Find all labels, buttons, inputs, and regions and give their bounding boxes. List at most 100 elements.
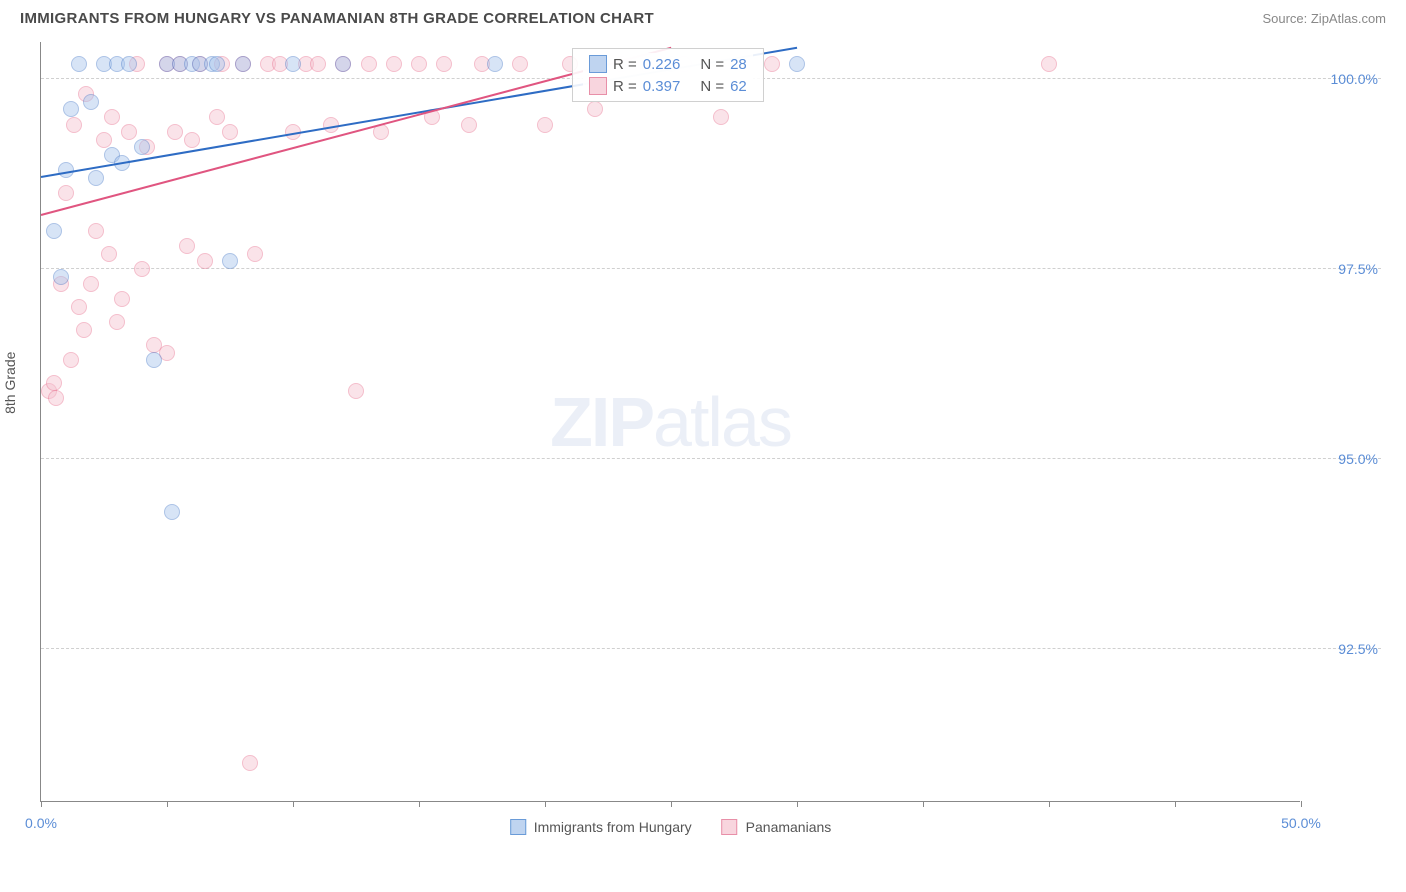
legend-r-value: 0.226: [643, 56, 681, 73]
scatter-point: [109, 314, 125, 330]
chart-header: IMMIGRANTS FROM HUNGARY VS PANAMANIAN 8T…: [0, 0, 1406, 35]
legend-label: Immigrants from Hungary: [534, 819, 692, 835]
scatter-point: [96, 132, 112, 148]
x-tick: [167, 801, 168, 807]
scatter-point: [83, 276, 99, 292]
x-tick: [419, 801, 420, 807]
scatter-point: [179, 238, 195, 254]
legend-item: Panamanians: [722, 819, 832, 835]
legend-swatch: [589, 77, 607, 95]
x-tick: [1049, 801, 1050, 807]
scatter-point: [587, 101, 603, 117]
scatter-point: [146, 352, 162, 368]
scatter-point: [58, 185, 74, 201]
scatter-point: [71, 299, 87, 315]
scatter-point: [285, 56, 301, 72]
chart-source: Source: ZipAtlas.com: [1262, 11, 1386, 26]
x-tick: [923, 801, 924, 807]
scatter-point: [88, 223, 104, 239]
scatter-point: [386, 56, 402, 72]
scatter-point: [487, 56, 503, 72]
gridline: [41, 648, 1381, 649]
scatter-point: [63, 352, 79, 368]
legend-n-value: 62: [730, 78, 747, 95]
scatter-point: [53, 269, 69, 285]
scatter-point: [789, 56, 805, 72]
legend-label: Panamanians: [746, 819, 832, 835]
scatter-point: [66, 117, 82, 133]
x-tick-label: 50.0%: [1281, 815, 1321, 831]
legend-r-label: R =: [613, 78, 637, 95]
scatter-point: [46, 223, 62, 239]
scatter-point: [247, 246, 263, 262]
scatter-point: [335, 56, 351, 72]
scatter-point: [361, 56, 377, 72]
legend-swatch: [510, 819, 526, 835]
scatter-point: [101, 246, 117, 262]
legend-n-value: 28: [730, 56, 747, 73]
scatter-point: [63, 101, 79, 117]
chart-container: 8th Grade ZIPatlas 92.5%95.0%97.5%100.0%…: [40, 42, 1380, 832]
scatter-point: [348, 383, 364, 399]
scatter-point: [242, 755, 258, 771]
scatter-point: [209, 56, 225, 72]
scatter-point: [209, 109, 225, 125]
series-legend: Immigrants from Hungary Panamanians: [510, 819, 832, 835]
scatter-point: [764, 56, 780, 72]
legend-n-label: N =: [700, 78, 724, 95]
gridline: [41, 268, 1381, 269]
y-tick-label: 100.0%: [1318, 71, 1378, 87]
correlation-legend: R = 0.226 N = 28 R = 0.397 N = 62: [572, 48, 764, 102]
x-tick: [671, 801, 672, 807]
scatter-point: [184, 132, 200, 148]
scatter-point: [167, 124, 183, 140]
scatter-point: [134, 139, 150, 155]
y-axis-label: 8th Grade: [2, 352, 18, 414]
legend-swatch: [589, 55, 607, 73]
scatter-point: [222, 253, 238, 269]
scatter-point: [310, 56, 326, 72]
x-tick: [797, 801, 798, 807]
scatter-point: [76, 322, 92, 338]
y-tick-label: 92.5%: [1318, 641, 1378, 657]
scatter-point: [88, 170, 104, 186]
legend-swatch: [722, 819, 738, 835]
scatter-point: [48, 390, 64, 406]
scatter-point: [1041, 56, 1057, 72]
plot-area: ZIPatlas 92.5%95.0%97.5%100.0%0.0%50.0%R…: [40, 42, 1300, 802]
scatter-point: [512, 56, 528, 72]
scatter-point: [83, 94, 99, 110]
gridline: [41, 458, 1381, 459]
y-tick-label: 97.5%: [1318, 261, 1378, 277]
x-tick: [1175, 801, 1176, 807]
legend-r-value: 0.397: [643, 78, 681, 95]
x-tick: [41, 801, 42, 807]
scatter-point: [411, 56, 427, 72]
legend-item: Immigrants from Hungary: [510, 819, 692, 835]
scatter-point: [235, 56, 251, 72]
scatter-point: [713, 109, 729, 125]
scatter-point: [461, 117, 477, 133]
y-tick-label: 95.0%: [1318, 451, 1378, 467]
legend-row: R = 0.226 N = 28: [583, 53, 753, 75]
legend-row: R = 0.397 N = 62: [583, 75, 753, 97]
scatter-point: [46, 375, 62, 391]
x-tick: [545, 801, 546, 807]
scatter-point: [71, 56, 87, 72]
scatter-point: [114, 291, 130, 307]
scatter-point: [121, 56, 137, 72]
scatter-point: [104, 109, 120, 125]
scatter-point: [121, 124, 137, 140]
chart-title: IMMIGRANTS FROM HUNGARY VS PANAMANIAN 8T…: [20, 10, 654, 27]
watermark: ZIPatlas: [550, 382, 791, 462]
legend-r-label: R =: [613, 56, 637, 73]
x-tick: [1301, 801, 1302, 807]
x-tick: [293, 801, 294, 807]
legend-n-label: N =: [700, 56, 724, 73]
x-tick-label: 0.0%: [25, 815, 57, 831]
scatter-point: [436, 56, 452, 72]
scatter-point: [197, 253, 213, 269]
scatter-point: [537, 117, 553, 133]
scatter-point: [222, 124, 238, 140]
scatter-point: [164, 504, 180, 520]
